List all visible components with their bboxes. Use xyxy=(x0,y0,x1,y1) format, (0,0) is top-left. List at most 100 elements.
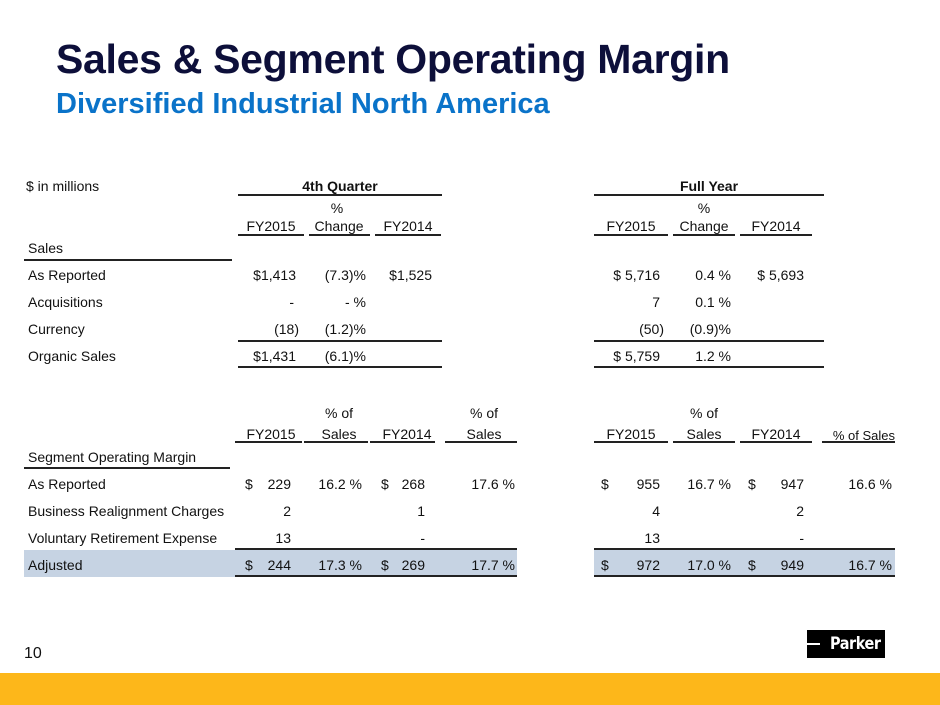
col-header-pct-sales: % of Sales xyxy=(832,428,895,443)
highlight-band xyxy=(24,550,517,577)
col-underline xyxy=(740,441,812,443)
col-header-change: Change xyxy=(679,218,729,234)
group-header-4th-quarter: 4th Quarter xyxy=(302,178,378,194)
cell-currency: $ xyxy=(245,476,253,492)
col-underline xyxy=(304,441,368,443)
row-label: Adjusted xyxy=(28,557,83,573)
col-underline xyxy=(309,234,370,236)
cell-q-fy2015: $1,431 xyxy=(253,348,296,364)
section-underline xyxy=(24,259,232,261)
cell-currency: $ xyxy=(748,557,756,573)
row-label: Currency xyxy=(28,321,85,337)
total-line xyxy=(235,575,517,577)
subtotal-line xyxy=(594,548,895,550)
footer-accent-bar xyxy=(0,673,940,705)
cell-y-fy2015: $ 5,716 xyxy=(613,267,660,283)
row-label: Acquisitions xyxy=(28,294,103,310)
col-underline xyxy=(594,234,668,236)
group-underline xyxy=(594,194,824,196)
cell-q-pct2015: 17.3 % xyxy=(318,557,362,573)
col-underline xyxy=(445,441,517,443)
subtotal-line xyxy=(235,548,517,550)
col-underline xyxy=(822,441,895,443)
cell-currency: $ xyxy=(601,557,609,573)
total-line xyxy=(594,366,824,368)
col-underline xyxy=(235,441,302,443)
col-underline xyxy=(594,441,668,443)
cell-q-fy2014: 1 xyxy=(417,503,425,519)
col-underline xyxy=(673,441,735,443)
logo-wordmark: Parker xyxy=(830,634,881,654)
col-underline xyxy=(740,234,812,236)
cell-q-fy2015: 13 xyxy=(275,530,291,546)
group-underline xyxy=(238,194,442,196)
col-header-fy2015: FY2015 xyxy=(606,218,656,234)
col-header-fy2014: FY2014 xyxy=(751,426,801,442)
cell-q-fy2014: 269 xyxy=(401,557,425,573)
cell-q-fy2015: 244 xyxy=(267,557,291,573)
cell-q-change: - % xyxy=(345,294,366,310)
cell-y-fy2015: 7 xyxy=(652,294,660,310)
col-header-fy2014: FY2014 xyxy=(382,426,432,442)
cell-y-change: 0.4 % xyxy=(695,267,731,283)
cell-y-pct2014: 16.6 % xyxy=(848,476,892,492)
cell-currency: $ xyxy=(601,476,609,492)
cell-q-fy2014: 268 xyxy=(401,476,425,492)
col-header-line1: % of xyxy=(469,405,498,421)
cell-q-pct2014: 17.6 % xyxy=(471,476,515,492)
logo-dash-icon xyxy=(807,643,821,645)
cell-y-fy2015: $ 5,759 xyxy=(613,348,660,364)
cell-y-change: 1.2 % xyxy=(695,348,731,364)
col-header-change: Change xyxy=(314,218,364,234)
col-underline xyxy=(673,234,735,236)
cell-q-fy2014: $1,525 xyxy=(389,267,432,283)
cell-y-change: 0.1 % xyxy=(695,294,731,310)
col-header-fy2015: FY2015 xyxy=(246,426,296,442)
row-label: As Reported xyxy=(28,267,106,283)
col-header-pct-sales: Sales xyxy=(321,426,357,442)
section-label-margin: Segment Operating Margin xyxy=(28,449,197,465)
highlight-band xyxy=(594,550,895,577)
cell-y-fy2015: 955 xyxy=(636,476,660,492)
cell-currency: $ xyxy=(381,557,389,573)
col-header-fy2014: FY2014 xyxy=(751,218,801,234)
cell-y-fy2014: 2 xyxy=(796,503,804,519)
slide-title: Sales & Segment Operating Margin xyxy=(56,36,730,82)
page-number: 10 xyxy=(24,645,42,662)
parker-logo: Parker xyxy=(807,630,885,658)
cell-q-fy2015: - xyxy=(289,294,294,310)
cell-y-pct2015: 17.0 % xyxy=(687,557,731,573)
cell-q-fy2015: 229 xyxy=(267,476,291,492)
cell-y-fy2014: 947 xyxy=(780,476,804,492)
col-underline xyxy=(375,234,441,236)
col-header-fy2014: FY2014 xyxy=(383,218,433,234)
units-label: $ in millions xyxy=(26,178,100,194)
col-header-pct-sales: Sales xyxy=(466,426,502,442)
cell-q-fy2015: 2 xyxy=(283,503,291,519)
slide-subtitle: Diversified Industrial North America xyxy=(56,88,550,120)
cell-q-fy2014: - xyxy=(420,530,425,546)
cell-q-change: (1.2)% xyxy=(324,321,366,337)
section-underline xyxy=(24,467,230,469)
cell-y-fy2015: (50) xyxy=(639,321,664,337)
row-label: As Reported xyxy=(28,476,106,492)
col-header-fy2015: FY2015 xyxy=(246,218,296,234)
row-label: Business Realignment Charges xyxy=(28,503,225,519)
cell-q-fy2015: (18) xyxy=(274,321,299,337)
total-line xyxy=(594,575,895,577)
total-line xyxy=(238,366,442,368)
col-header-pct-sales: Sales xyxy=(686,426,722,442)
cell-q-change: (6.1)% xyxy=(324,348,366,364)
group-header-full-year: Full Year xyxy=(679,178,739,194)
cell-y-fy2015: 4 xyxy=(652,503,660,519)
col-underline xyxy=(370,441,435,443)
cell-y-fy2015: 972 xyxy=(636,557,660,573)
cell-y-change: (0.9)% xyxy=(689,321,731,337)
subtotal-line xyxy=(594,340,824,342)
col-header-line1: % xyxy=(330,200,344,216)
subtotal-line xyxy=(238,340,442,342)
cell-q-change: (7.3)% xyxy=(324,267,366,283)
col-underline xyxy=(238,234,304,236)
cell-y-pct2014: 16.7 % xyxy=(848,557,892,573)
cell-y-fy2014: 949 xyxy=(780,557,804,573)
